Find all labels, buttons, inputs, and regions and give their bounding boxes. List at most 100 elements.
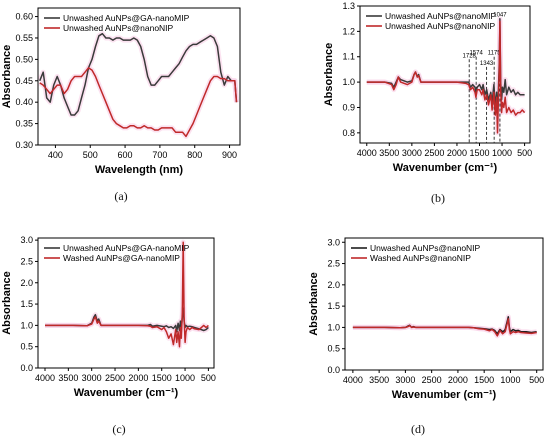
plot-frame xyxy=(37,237,215,369)
x-axis-label: Wavenumber (cm⁻¹) xyxy=(74,387,179,399)
series-line-2 xyxy=(39,67,238,138)
x-tick-label: 1500 xyxy=(474,375,494,385)
legend-entry: Unwashed AuNPs@GA-nanoMIP xyxy=(63,13,190,23)
y-tick-label: 0.8 xyxy=(342,128,355,138)
panel-b-caption: (b) xyxy=(431,191,445,205)
y-tick-label: 0.5 xyxy=(20,342,33,352)
x-tick-label: 3500 xyxy=(58,373,78,383)
x-tick-label: 2500 xyxy=(424,148,444,158)
x-tick-label: 1500 xyxy=(152,373,172,383)
x-tick-label: 500 xyxy=(201,373,216,383)
x-axis-label: Wavelength (nm) xyxy=(95,164,184,176)
peak-marker-label: 1574 xyxy=(469,51,483,57)
legend-entry: Unwashed AuNPs@nanoNIP xyxy=(370,243,481,253)
y-tick-label: 3.0 xyxy=(20,235,33,245)
x-tick-label: 900 xyxy=(222,150,237,160)
x-tick-label: 2000 xyxy=(447,148,467,158)
legend-entry: Unwashed AuNPs@nanoNIP xyxy=(63,23,174,33)
legend-entry: Washed AuNPs@nanoNIP xyxy=(370,253,471,263)
y-tick-label: 3.0 xyxy=(327,237,340,247)
y-tick-label: 0.5 xyxy=(327,344,340,354)
plot-frame xyxy=(359,5,531,144)
y-axis-label: Absorbance xyxy=(1,271,13,335)
highlight-trace xyxy=(38,65,239,139)
panel-a-caption: (a) xyxy=(114,189,127,203)
legend-entry: Washed AuNPs@GA-nanoMIP xyxy=(63,253,180,263)
y-axis-label: Absorbance xyxy=(308,272,320,336)
legend-entry: Unwashed AuNPs@nanoMIP xyxy=(385,11,496,21)
series-line-2 xyxy=(366,20,526,134)
y-tick-label: 1.1 xyxy=(342,52,355,62)
x-tick-label: 2000 xyxy=(448,375,468,385)
panel-d-plot: 4000 3500 3000 2500 2000 1500 1000 500 0.0 0.5 1.0… xyxy=(308,237,544,401)
x-tick-label: 3000 xyxy=(82,373,102,383)
y-tick-label: 1.0 xyxy=(20,320,33,330)
x-tick-label: 4000 xyxy=(343,375,363,385)
legend-entry: Unwashed AuNPs@nanoNIP xyxy=(385,21,496,31)
x-tick-label: 3000 xyxy=(402,148,422,158)
series-line-1 xyxy=(39,32,238,116)
y-tick-label: 0.9 xyxy=(342,102,355,112)
x-tick-label: 4000 xyxy=(357,148,377,158)
y-tick-label: 1.5 xyxy=(327,301,340,311)
y-tick-label: 0.0 xyxy=(327,365,340,375)
x-tick-label: 1000 xyxy=(175,373,195,383)
peak-marker-label: 1047 xyxy=(493,13,507,19)
y-tick-label: 2.0 xyxy=(327,280,340,290)
x-tick-label: 2500 xyxy=(422,375,442,385)
x-tick-label: 3500 xyxy=(369,375,389,385)
x-tick-label: 1500 xyxy=(469,148,489,158)
x-tick-label: 400 xyxy=(48,150,63,160)
x-tick-label: 800 xyxy=(187,150,202,160)
x-tick-label: 3000 xyxy=(395,375,415,385)
panel-b-plot: 4000 3500 3000 2500 2000 1500 1000 500 0.8 0.9 1.0… xyxy=(323,1,532,174)
y-tick-label: 0.0 xyxy=(20,363,33,373)
panel-c: 4000 3500 3000 2500 2000 1500 1000 500 0.0 0.5 1.0… xyxy=(1,235,216,436)
plot-frame xyxy=(344,237,544,371)
plot-frame xyxy=(37,7,241,146)
panel-c-plot: 4000 3500 3000 2500 2000 1500 1000 500 0.0 0.5 1.0… xyxy=(1,235,216,399)
y-tick-label: 0.60 xyxy=(15,12,33,22)
peak-marker-label: 1728 xyxy=(463,53,477,59)
peak-marker-label: 1175 xyxy=(488,51,502,57)
y-tick-label: 1.0 xyxy=(327,322,340,332)
panel-a-plot: 400 500 600 700 800 900 0.30 0.35 0.40 0.45 0.50 0.… xyxy=(1,7,241,176)
y-tick-label: 0.55 xyxy=(15,33,33,43)
x-tick-label: 700 xyxy=(152,150,167,160)
x-tick-label: 500 xyxy=(517,148,532,158)
y-axis-label: Absorbance xyxy=(323,43,335,107)
y-tick-label: 1.0 xyxy=(342,77,355,87)
x-tick-label: 600 xyxy=(118,150,133,160)
x-tick-label: 500 xyxy=(83,150,98,160)
x-tick-label: 4000 xyxy=(35,373,55,383)
series-line-2 xyxy=(45,241,209,348)
x-axis-label: Wavenumber (cm⁻¹) xyxy=(393,162,498,174)
y-tick-label: 1.2 xyxy=(342,26,355,36)
y-tick-label: 0.35 xyxy=(15,119,33,129)
y-axis-label: Absorbance xyxy=(1,45,13,109)
x-tick-label: 2500 xyxy=(105,373,125,383)
legend-entry: Unwashed AuNPs@GA-nanoMIP xyxy=(63,243,190,253)
x-tick-label: 1000 xyxy=(492,148,512,158)
y-tick-label: 0.50 xyxy=(15,54,33,64)
panel-d-caption: (d) xyxy=(411,422,425,436)
x-tick-label: 1000 xyxy=(500,375,520,385)
x-tick-label: 2000 xyxy=(128,373,148,383)
series-line-2 xyxy=(352,318,537,337)
panel-d: 4000 3500 3000 2500 2000 1500 1000 500 0.0 0.5 1.0… xyxy=(308,237,544,436)
panel-a: 400 500 600 700 800 900 0.30 0.35 0.40 0.45 0.50 0.… xyxy=(1,7,241,203)
y-tick-label: 0.45 xyxy=(15,76,33,86)
y-tick-label: 1.3 xyxy=(342,1,355,11)
y-tick-label: 2.5 xyxy=(327,259,340,269)
peak-marker-label: 1343 xyxy=(480,61,494,67)
panel-c-caption: (c) xyxy=(112,422,125,436)
y-tick-label: 2.5 xyxy=(20,256,33,266)
highlight-trace xyxy=(37,31,239,118)
panel-b: 4000 3500 3000 2500 2000 1500 1000 500 0.8 0.9 1.0… xyxy=(323,1,532,205)
y-tick-label: 0.40 xyxy=(15,97,33,107)
